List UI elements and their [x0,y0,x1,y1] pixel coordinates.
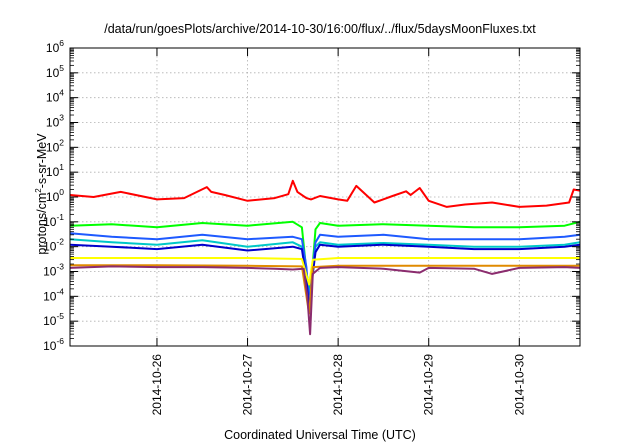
x-tick-label: 2014-10-26 [150,354,164,416]
chart-title: /data/run/goesPlots/archive/2014-10-30/1… [104,22,536,36]
series-line [69,220,581,290]
x-tick-label: 2014-10-29 [422,354,436,416]
x-tick-label: 2014-10-27 [241,354,255,416]
series-lines [69,179,581,336]
y-axis-label: protons/cm2-s-sr-MeV [34,133,49,255]
y-tick-label: 10-5 [43,311,64,328]
y-tick-label: 105 [46,63,64,80]
x-tick-label: 2014-10-28 [331,354,345,416]
series-line [70,257,580,286]
series-line [69,179,581,208]
y-tick-label: 10-6 [43,336,64,353]
x-axis-label: Coordinated Universal Time (UTC) [224,428,416,442]
x-axis-ticks: 2014-10-26 2014-10-27 2014-10-28 2014-10-29… [150,48,526,415]
y-tick-label: 106 [46,38,64,55]
series-line [70,264,580,315]
x-tick-label: 2014-10-30 [512,354,526,416]
series-line [69,265,581,336]
series-line [69,243,581,311]
y-axis-ticks: 10610510410310210110010-110-210-310-410-… [43,38,580,353]
